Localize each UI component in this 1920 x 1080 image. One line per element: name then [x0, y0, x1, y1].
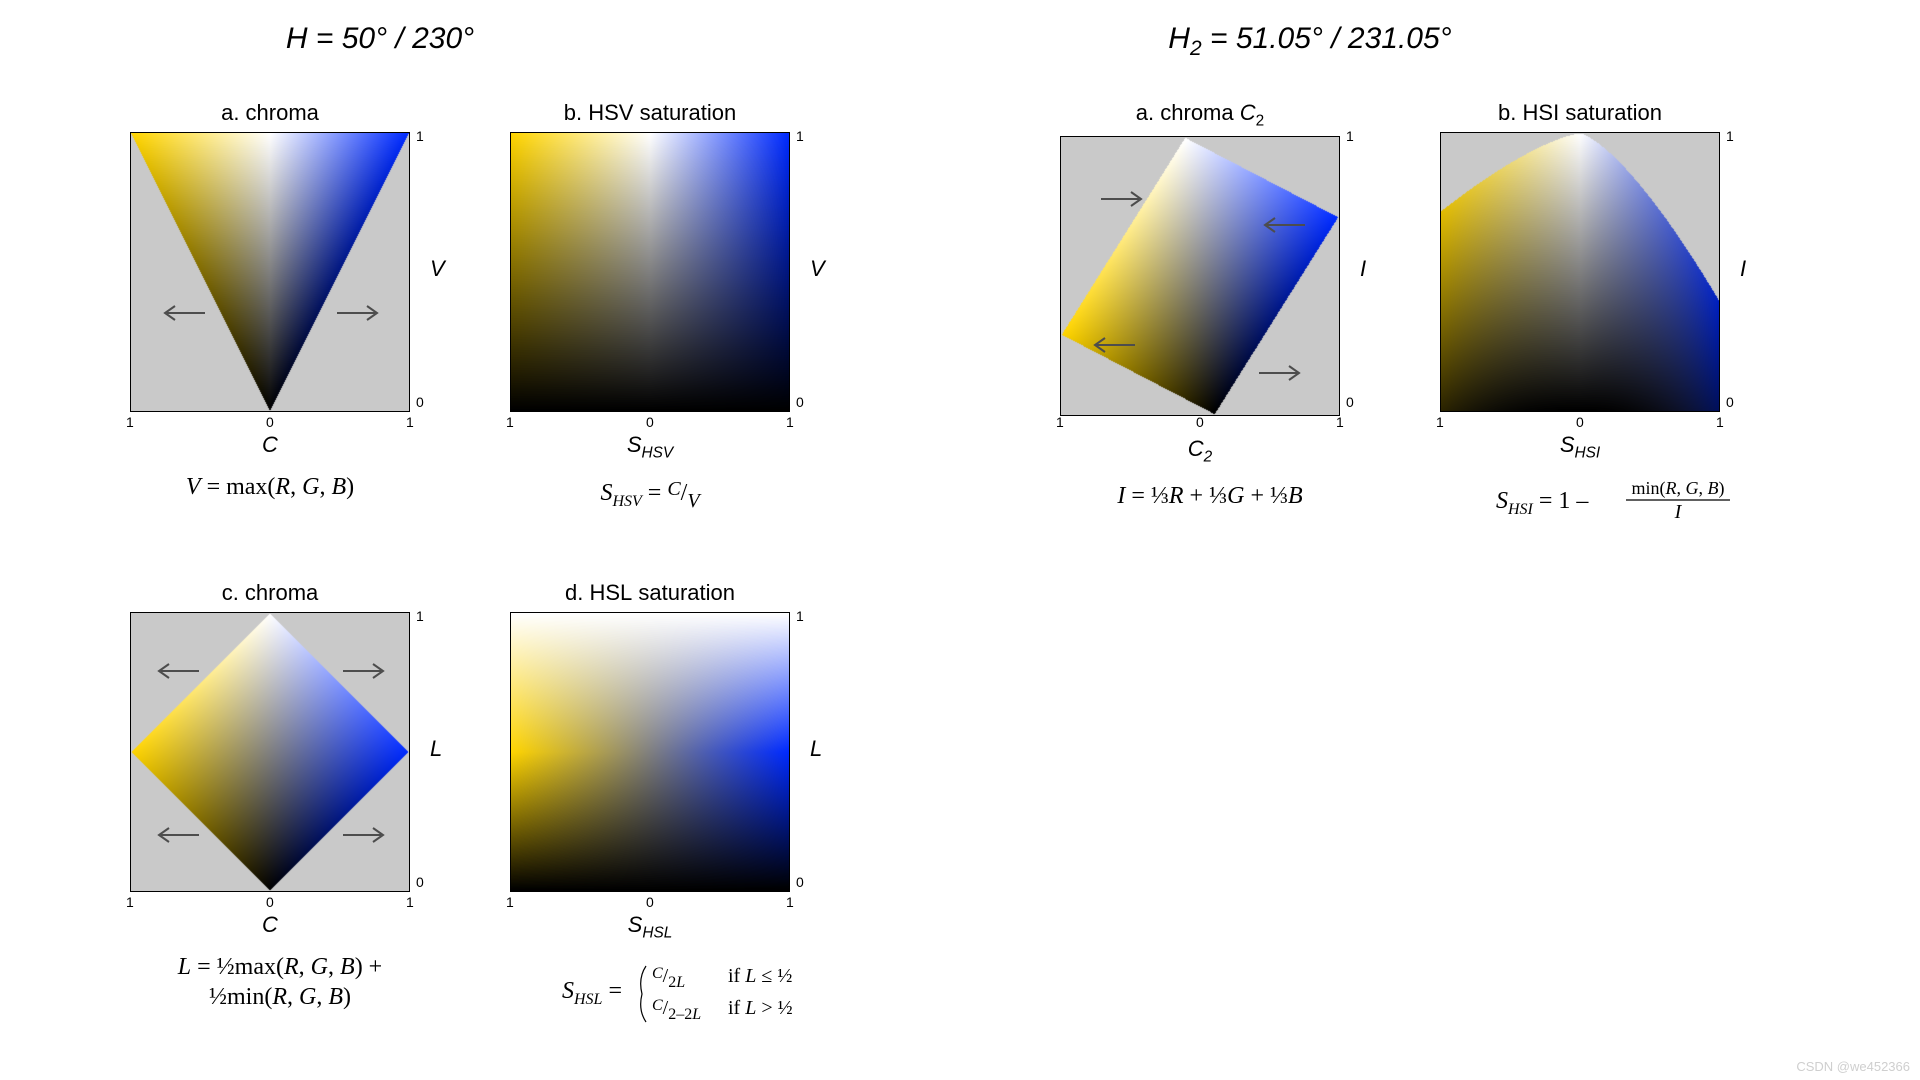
- svg-text:L = ½max(R, G, B) +: L = ½max(R, G, B) +: [177, 954, 382, 980]
- panel-left-b: b. HSV saturation10V101SHSVSHSV = C/V: [510, 100, 870, 519]
- svg-text:C/2–2L: C/2–2L: [652, 997, 701, 1023]
- panel-title: c. chroma: [130, 580, 410, 606]
- plot-box: [510, 612, 790, 892]
- y-axis-label: V: [810, 256, 825, 282]
- xtick-1: 0: [1196, 414, 1204, 430]
- x-axis-label: SHSV: [510, 432, 790, 462]
- arrow-right-icon: [1257, 363, 1303, 383]
- ytick-top: 1: [416, 608, 424, 624]
- heading-right: H2 = 51.05° / 231.05°: [1060, 22, 1560, 61]
- ytick-bottom: 0: [1726, 394, 1734, 410]
- svg-text:½min(R, G, B): ½min(R, G, B): [209, 984, 351, 1010]
- svg-text:if L ≤ ½: if L ≤ ½: [728, 965, 792, 987]
- ytick-top: 1: [796, 608, 804, 624]
- arrow-right-icon: [335, 303, 381, 323]
- ytick-bottom: 0: [1346, 394, 1354, 410]
- xtick-2: 1: [786, 894, 794, 910]
- arrow-left-icon: [161, 303, 207, 323]
- ytick-bottom: 0: [796, 394, 804, 410]
- plot-canvas: [131, 133, 409, 411]
- x-axis-label: C2: [1060, 436, 1340, 466]
- xtick-1: 0: [1576, 414, 1584, 430]
- xtick-0: 1: [1056, 414, 1064, 430]
- arrow-right-icon: [341, 825, 387, 845]
- formula: SHSL = C/2L if L ≤ ½ C/2–2L if L > ½: [510, 954, 790, 1035]
- y-axis-label: I: [1740, 256, 1746, 282]
- xtick-2: 1: [1716, 414, 1724, 430]
- xtick-2: 1: [786, 414, 794, 430]
- xtick-2: 1: [406, 414, 414, 430]
- panel-left-d: d. HSL saturation10L101SHSLSHSL = C/2Lif…: [510, 580, 870, 1035]
- panel-title: b. HSI saturation: [1440, 100, 1720, 126]
- formula: SHSV = C/V: [510, 474, 790, 519]
- plot-box: [1440, 132, 1720, 412]
- arrow-left-icon: [155, 825, 201, 845]
- xtick-1: 0: [266, 894, 274, 910]
- arrow-right-icon: [341, 661, 387, 681]
- panel-left-a: a. chroma10V101CV = max(R, G, B): [130, 100, 490, 511]
- x-axis-label: C: [130, 432, 410, 458]
- y-axis-label: L: [810, 736, 822, 762]
- x-axis-label: C: [130, 912, 410, 938]
- plot-canvas: [511, 613, 789, 891]
- svg-text:I: I: [1674, 501, 1683, 523]
- x-axis-label: SHSI: [1440, 432, 1720, 462]
- xtick-1: 0: [646, 414, 654, 430]
- ytick-top: 1: [416, 128, 424, 144]
- svg-text:V = max(R, G, B): V = max(R, G, B): [186, 474, 354, 500]
- ytick-bottom: 0: [416, 874, 424, 890]
- xtick-0: 1: [126, 894, 134, 910]
- formula: I = ⅓R + ⅓G + ⅓B: [1060, 479, 1340, 520]
- xtick-2: 1: [406, 894, 414, 910]
- formula: V = max(R, G, B): [130, 470, 410, 511]
- arrow-left-icon: [1261, 215, 1307, 235]
- formula: SHSI = 1 – min(R, G, B)I: [1440, 474, 1720, 533]
- svg-text:SHSL =: SHSL =: [562, 978, 622, 1008]
- svg-text:min(R, G, B): min(R, G, B): [1632, 478, 1725, 499]
- svg-text:if L > ½: if L > ½: [728, 997, 793, 1019]
- heading-left: H = 50° / 230°: [130, 22, 630, 56]
- ytick-bottom: 0: [796, 874, 804, 890]
- xtick-1: 0: [266, 414, 274, 430]
- plot-box: [130, 132, 410, 412]
- svg-text:SHSV = C/V: SHSV = C/V: [600, 478, 702, 512]
- xtick-0: 1: [126, 414, 134, 430]
- plot-box: [510, 132, 790, 412]
- xtick-0: 1: [506, 414, 514, 430]
- y-axis-label: I: [1360, 256, 1366, 282]
- plot-box: [1060, 136, 1340, 416]
- plot-box: [130, 612, 410, 892]
- watermark: CSDN @we452366: [1796, 1059, 1910, 1074]
- panel-title: b. HSV saturation: [510, 100, 790, 126]
- panel-right-b: b. HSI saturation10I101SHSISHSI = 1 – mi…: [1440, 100, 1800, 533]
- formula: L = ½max(R, G, B) + ½min(R, G, B): [130, 950, 410, 1019]
- panel-title: d. HSL saturation: [510, 580, 790, 606]
- plot-canvas: [131, 613, 409, 891]
- svg-text:I = ⅓R + ⅓G + ⅓B: I = ⅓R + ⅓G + ⅓B: [1116, 483, 1303, 509]
- panel-title: a. chroma C2: [1060, 100, 1340, 130]
- arrow-left-icon: [155, 661, 201, 681]
- arrow-right-icon: [1099, 189, 1145, 209]
- ytick-top: 1: [796, 128, 804, 144]
- panel-right-a: a. chroma C210I101C2I = ⅓R + ⅓G + ⅓B: [1060, 100, 1420, 520]
- x-axis-label: SHSL: [510, 912, 790, 942]
- xtick-2: 1: [1336, 414, 1344, 430]
- panel-left-c: c. chroma10L101CL = ½max(R, G, B) +½min(…: [130, 580, 490, 1019]
- y-axis-label: V: [430, 256, 445, 282]
- plot-canvas: [511, 133, 789, 411]
- ytick-top: 1: [1726, 128, 1734, 144]
- y-axis-label: L: [430, 736, 442, 762]
- panel-title: a. chroma: [130, 100, 410, 126]
- xtick-1: 0: [646, 894, 654, 910]
- xtick-0: 1: [1436, 414, 1444, 430]
- arrow-left-icon: [1091, 335, 1137, 355]
- xtick-0: 1: [506, 894, 514, 910]
- svg-text:C/2L: C/2L: [652, 965, 685, 991]
- ytick-bottom: 0: [416, 394, 424, 410]
- svg-text:SHSI = 1 –: SHSI = 1 –: [1496, 488, 1589, 518]
- ytick-top: 1: [1346, 128, 1354, 144]
- plot-canvas: [1441, 133, 1719, 411]
